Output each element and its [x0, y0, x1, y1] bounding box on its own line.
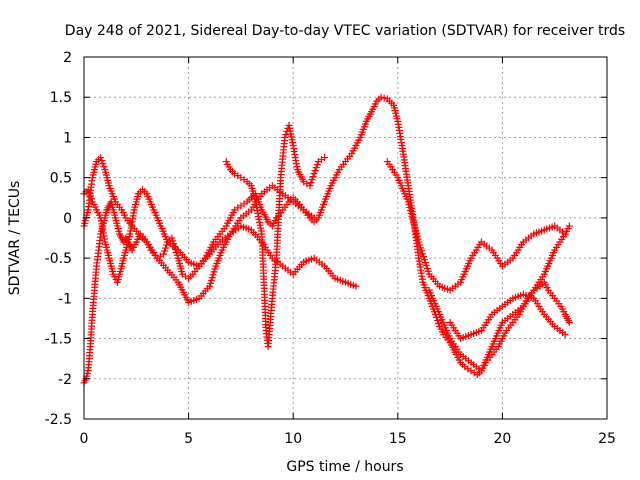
y-tick-label: 1	[63, 130, 72, 146]
data-point	[352, 282, 360, 290]
data-point	[281, 133, 289, 141]
data-point	[321, 154, 329, 162]
data-point	[162, 244, 170, 252]
series-track-d	[222, 121, 329, 351]
x-tick-label: 0	[80, 431, 89, 447]
x-axis-label: GPS time / hours	[286, 459, 403, 475]
x-tick-label: 20	[493, 431, 511, 447]
y-tick-label: 1.5	[50, 90, 72, 106]
data-point	[97, 154, 105, 162]
y-tick-label: 2	[63, 50, 72, 66]
data-point	[98, 157, 106, 165]
data-point	[565, 222, 573, 230]
data-point	[306, 182, 314, 190]
data-point	[377, 93, 385, 101]
data-point	[309, 173, 317, 181]
x-tick-label: 15	[389, 431, 407, 447]
data-point	[310, 214, 318, 222]
grid	[84, 57, 607, 419]
y-tick-label: -1	[58, 291, 72, 307]
y-tick-label: -2	[58, 372, 72, 388]
ticks: 0 5 10 15 20 25 -2.5 -2 -1.5 -1 -0.5 0 0.5 1 1.5 2	[45, 50, 616, 447]
data-point	[307, 179, 315, 187]
chart-title: Day 248 of 2021, Sidereal Day-to-day VTE…	[65, 23, 625, 39]
series-track-c	[80, 154, 318, 306]
data-point	[311, 167, 319, 175]
data-point	[312, 164, 320, 172]
data-point	[308, 176, 316, 184]
plot-frame	[83, 56, 608, 420]
data-point	[161, 247, 169, 255]
y-tick-label: -0.5	[45, 251, 72, 267]
series-track-f	[425, 222, 573, 375]
y-tick-label: 0	[63, 211, 72, 227]
series-track-e	[383, 158, 569, 294]
y-tick-label: 0.5	[50, 171, 72, 187]
data-point	[435, 319, 443, 327]
data-point	[434, 316, 442, 324]
series-track-a	[80, 93, 573, 387]
data-points	[80, 93, 573, 387]
data-point	[380, 94, 388, 102]
data-point	[159, 250, 167, 258]
y-tick-label: -1.5	[45, 332, 72, 348]
x-tick-label: 10	[284, 431, 302, 447]
data-point	[99, 160, 107, 168]
data-point	[100, 163, 108, 171]
data-point	[561, 331, 569, 339]
data-point	[310, 170, 318, 178]
x-tick-label: 25	[598, 431, 616, 447]
series-track-g	[446, 290, 569, 343]
y-tick-label: -2.5	[45, 412, 72, 428]
data-point	[565, 318, 573, 326]
y-axis-label: SDTVAR / TECUs	[7, 181, 23, 296]
x-tick-label: 5	[184, 431, 193, 447]
data-point	[313, 161, 321, 169]
